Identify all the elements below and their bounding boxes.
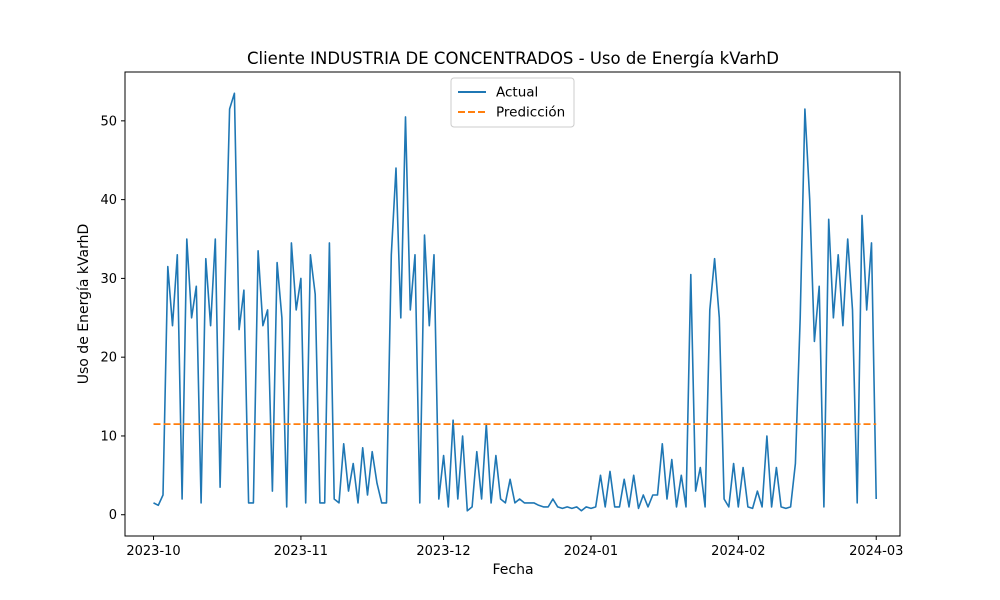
- y-tick-label: 10: [100, 429, 117, 444]
- y-tick-label: 50: [100, 114, 117, 129]
- x-tick-label: 2024-03: [849, 544, 903, 559]
- y-tick-label: 0: [109, 508, 117, 523]
- legend-frame: [450, 77, 575, 128]
- chart-title: Cliente INDUSTRIA DE CONCENTRADOS - Uso …: [247, 49, 779, 68]
- y-axis: 0 10 20 30 40 50: [100, 114, 125, 523]
- series-line-actual: [153, 92, 877, 512]
- x-axis-label: Fecha: [492, 562, 533, 578]
- legend: Actual Predicción: [450, 77, 575, 128]
- x-axis: 2023-10 2023-11 2023-12 2024-01 2024-02 2024-…: [126, 536, 903, 559]
- x-tick-label: 2023-10: [126, 544, 180, 559]
- y-tick-label: 20: [100, 351, 117, 366]
- legend-label-actual: Actual: [496, 85, 538, 101]
- y-tick-label: 30: [100, 272, 117, 287]
- legend-label-prediction: Predicción: [496, 105, 565, 121]
- x-tick-label: 2024-02: [711, 544, 765, 559]
- x-tick-label: 2023-12: [416, 544, 470, 559]
- x-tick-label: 2024-01: [564, 544, 618, 559]
- y-tick-label: 40: [100, 193, 117, 208]
- x-tick-label: 2023-11: [274, 544, 328, 559]
- plot-area: [153, 92, 877, 512]
- y-axis-label: Uso de Energía kVarhD: [76, 224, 92, 385]
- axes-frame: [124, 71, 901, 537]
